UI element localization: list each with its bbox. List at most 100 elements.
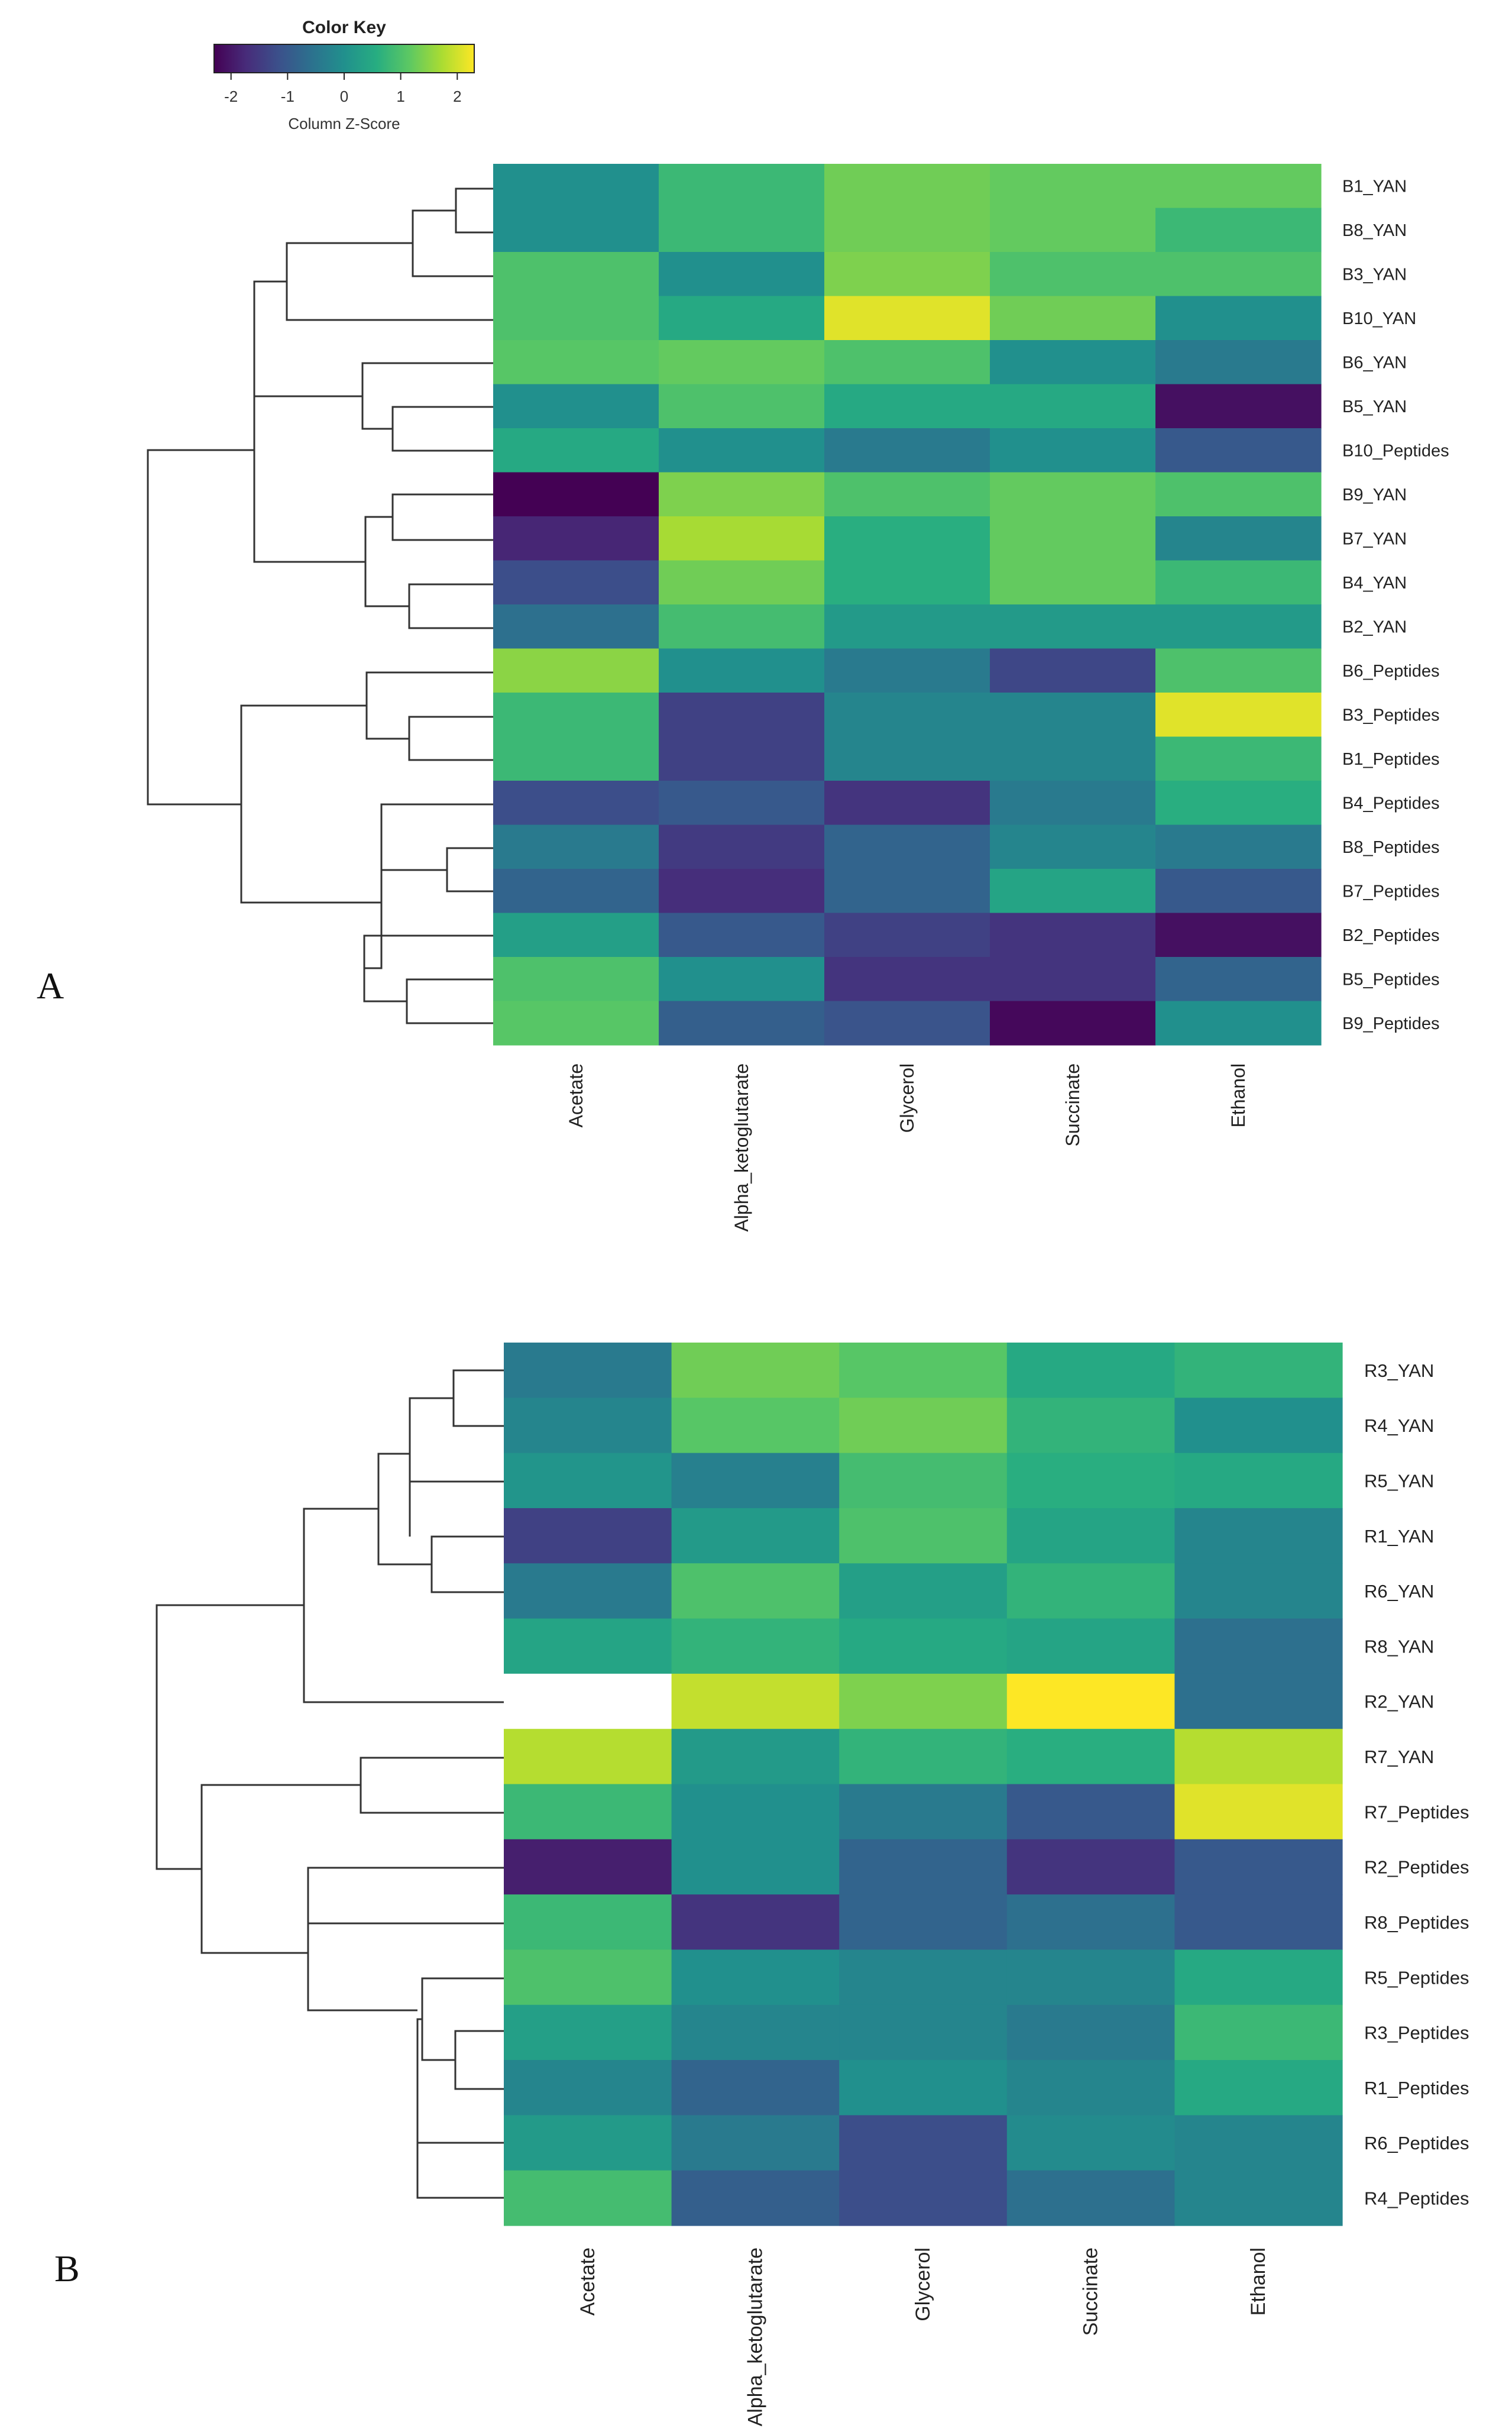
- heatmap-cell: [990, 296, 1156, 341]
- heatmap-cell: [1174, 1673, 1343, 1729]
- dendrogram-branch: [454, 2030, 504, 2090]
- heatmap-cell: [1006, 2115, 1175, 2171]
- heatmap-cell: [671, 2115, 840, 2171]
- heatmap-cell: [504, 1894, 672, 1951]
- heatmap-cell: [659, 957, 825, 1002]
- heatmap-cell: [1155, 340, 1322, 385]
- heatmap-cell: [493, 164, 659, 209]
- heatmap-cell: [1006, 1398, 1175, 1454]
- row-label: B8_YAN: [1342, 221, 1407, 240]
- heatmap-cell: [839, 1453, 1008, 1509]
- row-label: B2_YAN: [1342, 618, 1407, 637]
- heatmap-cell: [1174, 1453, 1343, 1509]
- dendrogram-branch: [430, 1535, 504, 1593]
- heatmap-cell: [659, 781, 825, 826]
- panel-label-b: B: [54, 2247, 80, 2289]
- heatmap-cell: [671, 1508, 840, 1564]
- heatmap-cell: [1155, 824, 1322, 869]
- row-dendrogram-b: [156, 1369, 504, 2199]
- heatmap-cell: [659, 560, 825, 605]
- heatmap-cell: [1174, 2004, 1343, 2061]
- column-label: Ethanol: [1228, 1063, 1249, 1128]
- dendrogram-branch: [391, 406, 493, 452]
- heatmap-cell: [839, 2170, 1008, 2226]
- heatmap-cell: [493, 869, 659, 914]
- row-label: B10_Peptides: [1342, 442, 1449, 461]
- dendrogram-branch: [156, 1604, 304, 1870]
- heatmap-cell: [990, 824, 1156, 869]
- dendrogram-branch: [406, 978, 493, 1024]
- column-label: Succinate: [1080, 2247, 1102, 2336]
- heatmap-cell: [659, 604, 825, 649]
- heatmap-cell: [493, 648, 659, 693]
- heatmap-cell: [1174, 1784, 1343, 1840]
- row-labels-b: R3_YAN R4_YAN R5_YAN R1_YAN R6_YAN R8_YAN R2_Y…: [1364, 1360, 1469, 2209]
- row-label: R5_Peptides: [1364, 1967, 1469, 1988]
- heatmap-cell: [659, 736, 825, 781]
- heatmap-cell: [671, 1673, 840, 1729]
- dendrogram-branch: [391, 493, 493, 541]
- heatmap-cell: [1155, 164, 1322, 209]
- heatmap-cell: [1155, 560, 1322, 605]
- heatmap-cell: [1155, 781, 1322, 826]
- heatmap-cell: [493, 1001, 659, 1046]
- heatmap-cell: [1155, 384, 1322, 429]
- heatmap-cell: [504, 1398, 672, 1454]
- heatmap-cell: [1006, 1673, 1175, 1729]
- row-label: B9_YAN: [1342, 486, 1407, 504]
- heatmap-cell: [1006, 1618, 1175, 1674]
- heatmap-cell: [824, 560, 990, 605]
- dendrogram-branch: [253, 339, 365, 563]
- heatmap-cell: [990, 604, 1156, 649]
- heatmap-cell: [1155, 736, 1322, 781]
- heatmap-cell: [504, 2170, 672, 2226]
- column-label: Alpha_ketoglutarate: [731, 1063, 752, 1232]
- row-dendrogram-a: [147, 187, 493, 1024]
- heatmap-cell: [504, 1839, 672, 1895]
- heatmap-cell: [824, 913, 990, 958]
- heatmap-cell: [1155, 296, 1322, 341]
- heatmap-cell: [990, 1001, 1156, 1046]
- heatmap-cell: [671, 1618, 840, 1674]
- row-label: B8_Peptides: [1342, 838, 1439, 857]
- heatmap-cell: [824, 384, 990, 429]
- heatmap-cell: [839, 1563, 1008, 1619]
- row-label: B3_Peptides: [1342, 706, 1439, 725]
- dendrogram-branch: [307, 1896, 417, 2011]
- row-label: R3_Peptides: [1364, 2023, 1469, 2043]
- heatmap-cell: [839, 1508, 1008, 1564]
- dendrogram-branch: [421, 1977, 504, 2061]
- heatmap-cell: [824, 472, 990, 517]
- dendrogram-branch: [364, 516, 409, 607]
- heatmap-cells-a: [493, 164, 1322, 1046]
- heatmap-cell: [671, 2170, 840, 2226]
- heatmap-cell: [1155, 428, 1322, 473]
- heatmap-cell: [659, 384, 825, 429]
- heatmap-cell: [1006, 1784, 1175, 1840]
- row-label: R2_Peptides: [1364, 1857, 1469, 1878]
- heatmap-cell: [824, 648, 990, 693]
- heatmap-cell: [671, 1949, 840, 2006]
- dendrogram-branch: [380, 803, 493, 871]
- row-label: B9_Peptides: [1342, 1014, 1439, 1033]
- dendrogram-branch: [455, 187, 493, 234]
- heatmap-cell: [839, 2115, 1008, 2171]
- row-label: R3_YAN: [1364, 1360, 1434, 1381]
- heatmap-cell: [990, 560, 1156, 605]
- heatmap-cell: [1155, 648, 1322, 693]
- heatmap-cell: [493, 472, 659, 517]
- heatmap-cell: [671, 2004, 840, 2061]
- heatmap-cell: [659, 208, 825, 253]
- heatmap-cell: [1155, 252, 1322, 297]
- heatmap-cell: [504, 1563, 672, 1619]
- row-label: B4_YAN: [1342, 574, 1407, 593]
- heatmap-cell: [493, 781, 659, 826]
- row-label: B6_YAN: [1342, 354, 1407, 373]
- column-label: Acetate: [577, 2247, 599, 2315]
- heatmap-cell: [990, 781, 1156, 826]
- heatmap-cell: [504, 1784, 672, 1840]
- row-label: B1_YAN: [1342, 177, 1407, 196]
- heatmap-cell: [671, 1784, 840, 1840]
- heatmap-cell: [839, 1839, 1008, 1895]
